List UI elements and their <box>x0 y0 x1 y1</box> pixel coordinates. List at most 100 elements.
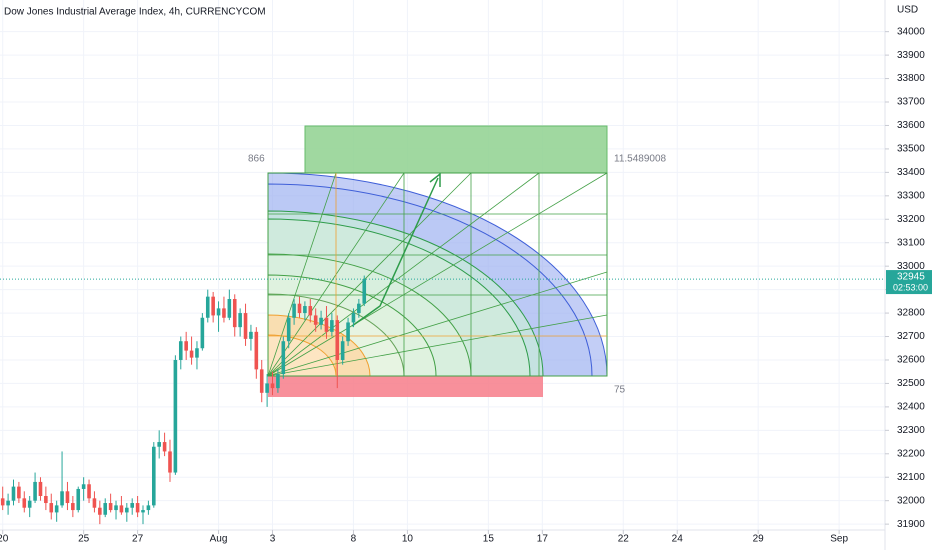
candle-body <box>265 383 269 393</box>
x-tick-label: 22 <box>618 534 630 545</box>
candle-body <box>205 296 210 318</box>
candle-body <box>130 503 135 508</box>
gann-fan <box>267 271 608 377</box>
candle-body <box>254 331 259 370</box>
candle-body <box>324 317 329 332</box>
candle-body <box>340 341 345 360</box>
candle-body <box>216 308 221 316</box>
projection-arrow <box>351 177 439 327</box>
axes: 31900 32000 32100 32200 32300 32400 32500 32600… <box>0 26 932 545</box>
gann-box-drawing: 866 11.5489008 75 <box>248 125 667 397</box>
annotation: 866 <box>248 154 265 165</box>
candle-body <box>44 495 48 504</box>
candle-body <box>297 303 302 314</box>
y-tick-label: 32400 <box>897 402 925 413</box>
arrow-head <box>429 172 441 187</box>
candle-body <box>286 317 291 342</box>
stop-zone <box>268 376 543 397</box>
y-tick-label: 32100 <box>897 472 925 483</box>
x-tick-label: 25 <box>78 534 90 545</box>
candle-body <box>173 359 178 473</box>
candle-body <box>184 341 188 351</box>
candle-body <box>146 505 151 511</box>
x-tick-label: 24 <box>672 534 684 545</box>
x-tick-label: 17 <box>537 534 549 545</box>
gann-box <box>267 172 608 377</box>
x-tick-label: 10 <box>402 534 414 545</box>
candle-body <box>200 317 205 349</box>
y-tick-label: 32500 <box>897 378 925 389</box>
candle-body <box>259 369 264 393</box>
candle-body <box>168 451 172 473</box>
candle-body <box>119 505 124 513</box>
y-tick-label: 34000 <box>897 26 925 37</box>
candle-body <box>178 341 183 360</box>
candle-body <box>211 296 215 316</box>
y-tick-label: 33700 <box>897 97 925 108</box>
candle-body <box>65 491 70 504</box>
x-tick-label: 8 <box>351 534 357 545</box>
candle-body <box>189 350 194 358</box>
candle-body <box>0 498 5 506</box>
candle-body <box>335 320 340 360</box>
candle-body <box>157 442 161 447</box>
candle-body <box>227 299 232 318</box>
candle-body <box>351 313 356 323</box>
y-tick-label: 32700 <box>897 331 925 342</box>
y-tick-label: 33800 <box>897 73 925 84</box>
candle-body <box>270 383 275 389</box>
candle-body <box>313 315 318 325</box>
candle-body <box>249 331 253 339</box>
x-tick-label: 29 <box>753 534 765 545</box>
candle-body <box>114 505 118 511</box>
candle-body <box>162 442 167 452</box>
candle-body <box>362 279 367 304</box>
candle-body <box>87 484 91 499</box>
y-tick-label: 33600 <box>897 120 925 131</box>
gann-levels <box>267 172 608 377</box>
x-tick-label: Sep <box>830 534 848 545</box>
chart-title: Dow Jones Industrial Average Index, 4h, … <box>4 7 266 18</box>
gann-fan <box>267 172 337 377</box>
candle-body <box>195 348 199 358</box>
annotation: 11.5489008 <box>614 154 667 165</box>
gann-fan <box>267 172 608 377</box>
candle-body <box>49 503 54 513</box>
candle-body <box>125 507 129 513</box>
y-tick-label: 33100 <box>897 237 925 248</box>
candle-body <box>22 498 27 508</box>
candle-body <box>108 503 113 511</box>
candle-body <box>71 503 75 511</box>
candle-body <box>54 505 59 513</box>
candle-body <box>232 299 237 328</box>
candle-body <box>238 313 242 328</box>
gann-fan <box>267 172 472 377</box>
candle-body <box>243 313 248 339</box>
currency-label: USD <box>897 5 918 16</box>
candle-body <box>60 491 64 506</box>
last-price-box <box>886 270 932 295</box>
countdown-label: 02:53:00 <box>893 282 928 292</box>
candle-body <box>141 510 145 513</box>
x-tick-label: 20 <box>0 534 9 545</box>
candles <box>0 275 885 525</box>
target-zone <box>304 125 608 174</box>
candle-body <box>98 507 102 515</box>
candle-body <box>292 303 296 318</box>
candle-body <box>6 500 10 506</box>
x-tick-label: Aug <box>210 534 228 545</box>
gann-fan <box>267 314 608 377</box>
candle-body <box>303 306 307 314</box>
candle-body <box>330 320 334 332</box>
y-tick-label: 33900 <box>897 50 925 61</box>
candle-body <box>76 488 81 511</box>
x-tick-label: 27 <box>132 534 144 545</box>
candle-body <box>308 306 313 316</box>
x-tick-label: 15 <box>483 534 495 545</box>
x-tick-label: 3 <box>270 534 276 545</box>
candle-body <box>38 481 43 496</box>
gann-fan <box>267 172 540 377</box>
y-tick-label: 32200 <box>897 448 925 459</box>
